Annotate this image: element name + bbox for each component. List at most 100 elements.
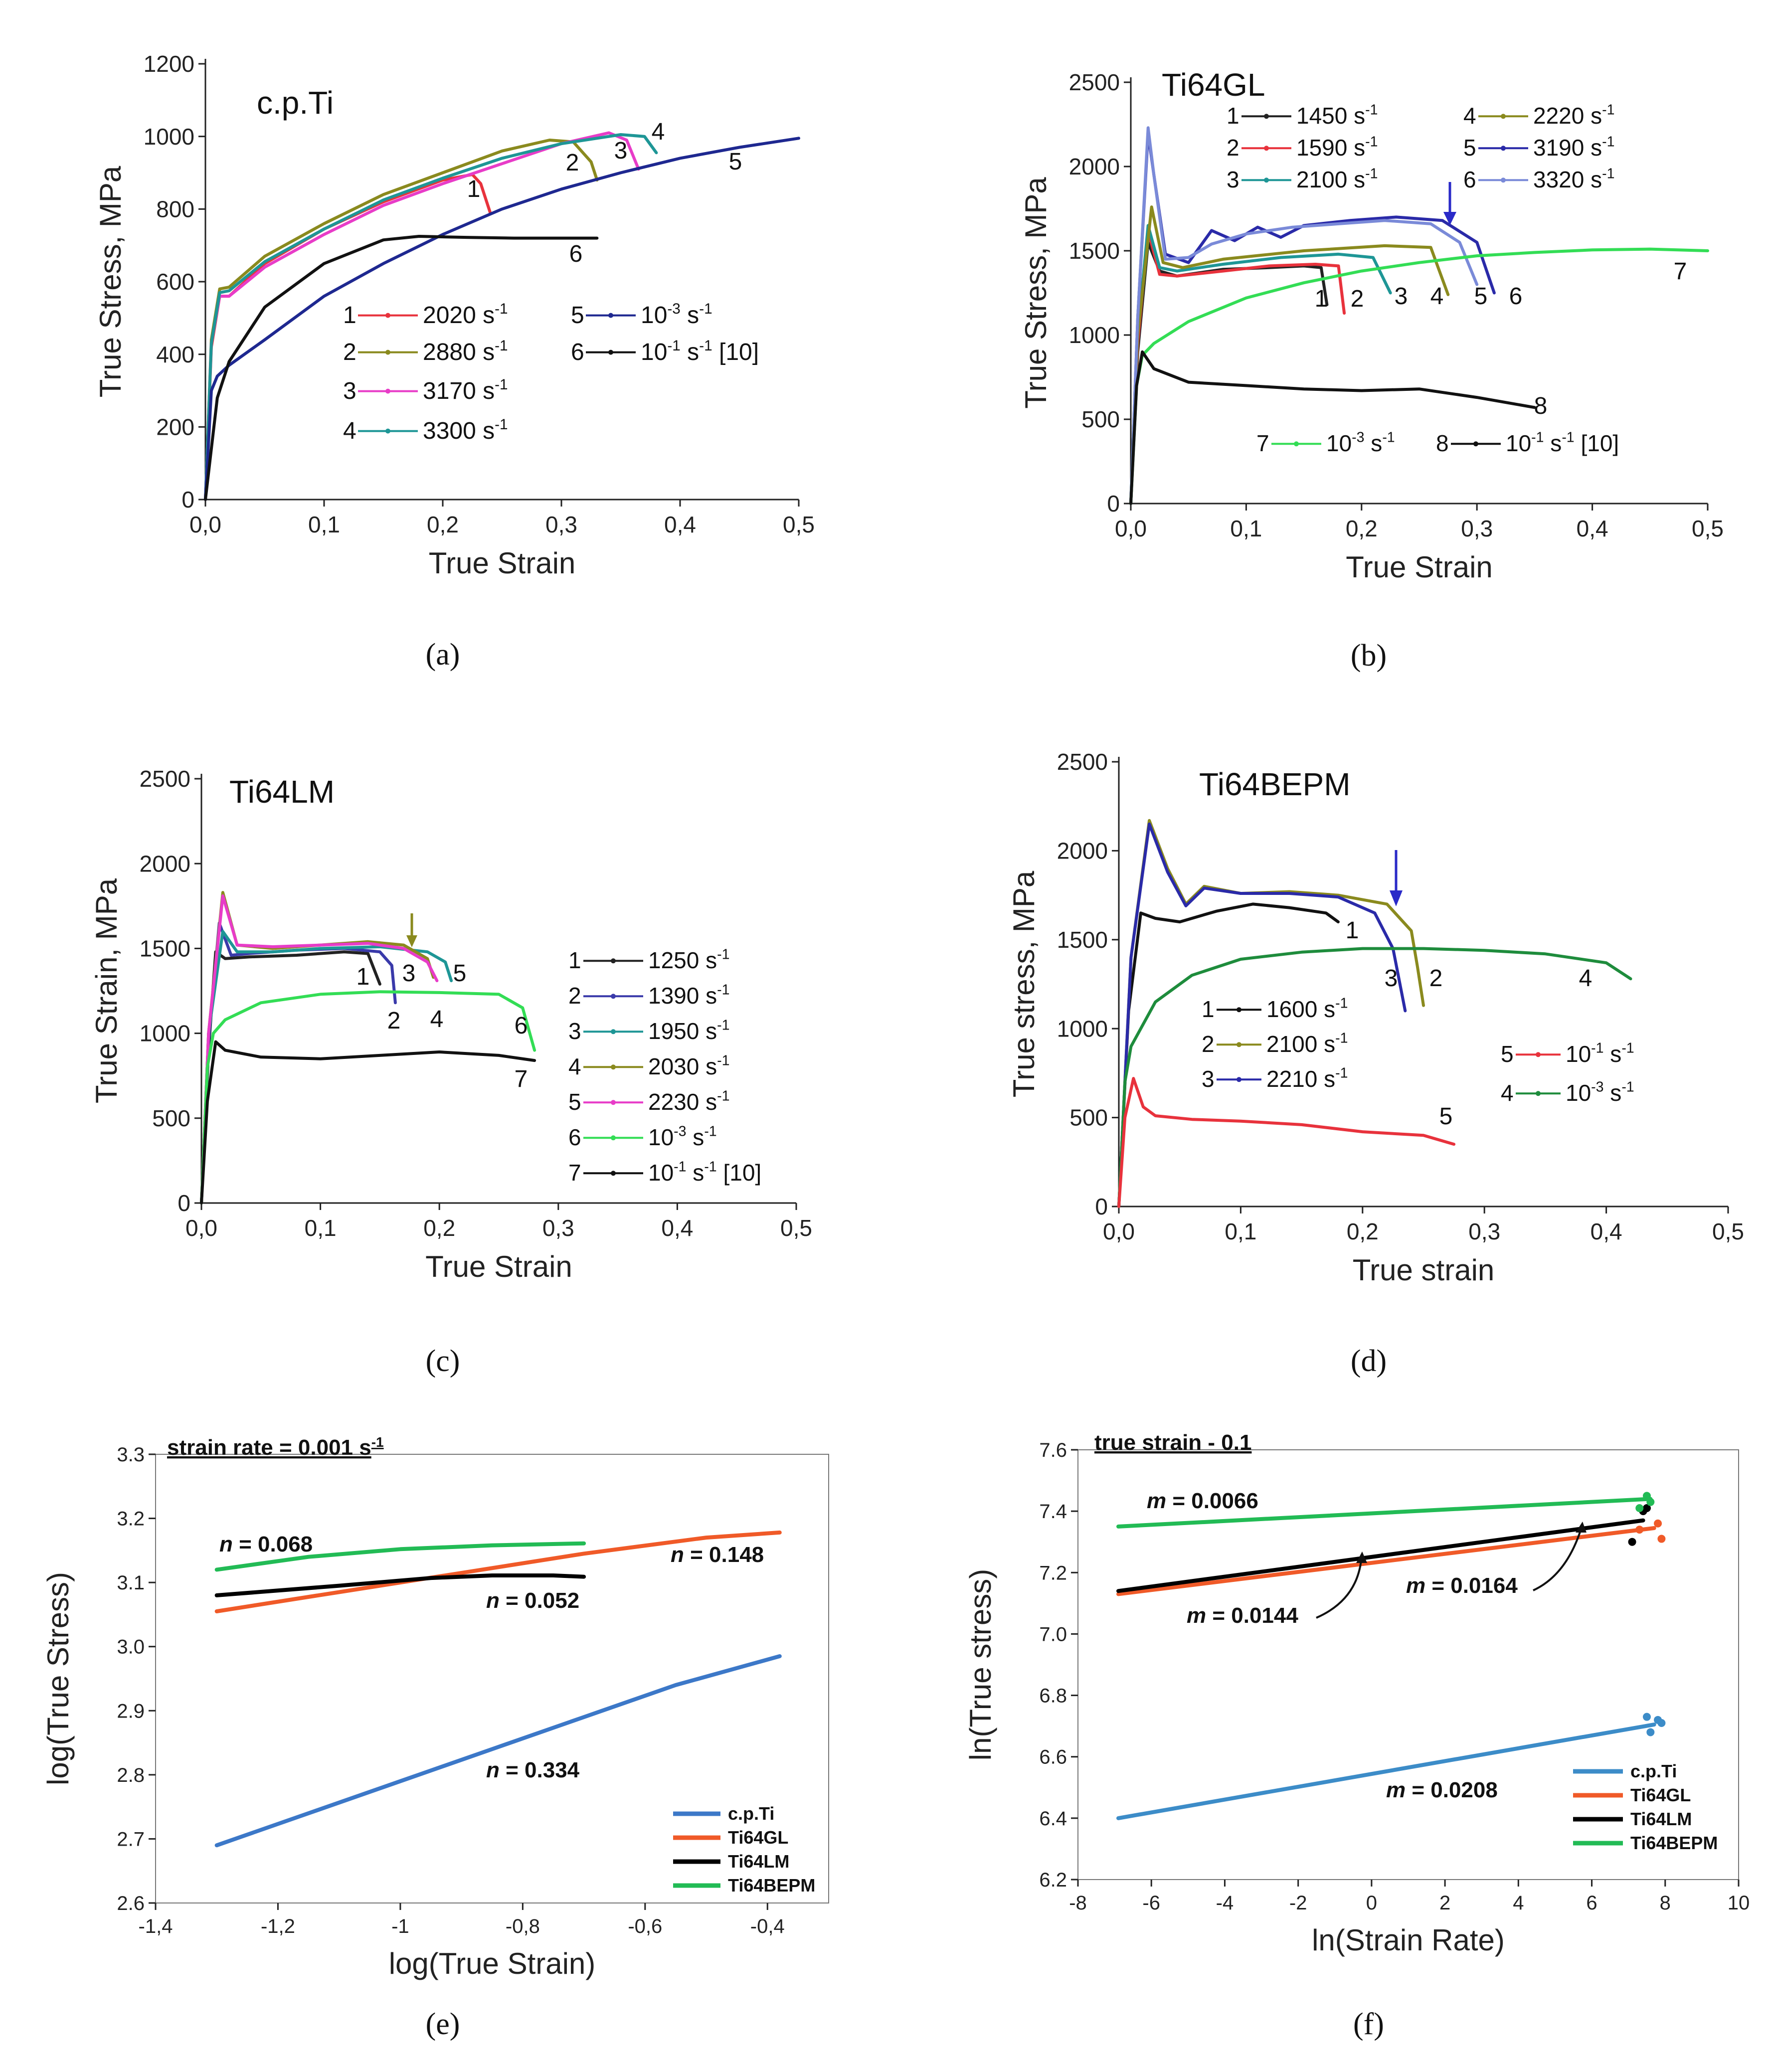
legend-marker <box>1536 1052 1541 1057</box>
legend-num: 8 <box>1436 430 1449 456</box>
legend-num: 4 <box>1463 103 1476 129</box>
series-line <box>200 930 453 1205</box>
curve-label: 2 <box>566 150 579 176</box>
data-point <box>1642 1492 1651 1500</box>
legend-marker <box>1237 1007 1241 1013</box>
series-line <box>204 133 658 501</box>
curve-label: 7 <box>515 1066 528 1092</box>
x-tick-label: -1,4 <box>139 1915 173 1937</box>
x-tick-label: -8 <box>1069 1892 1087 1914</box>
legend-num: 6 <box>568 1124 581 1150</box>
legend-label: Ti64LM <box>1630 1809 1692 1829</box>
data-point <box>1642 1504 1651 1512</box>
exponent-label: m = 0.0066 <box>1147 1489 1258 1513</box>
exponent-label: n = 0.068 <box>219 1532 313 1556</box>
x-tick-label: 0,1 <box>305 1215 337 1241</box>
x-tick-label: -0,4 <box>750 1915 785 1937</box>
legend-label: Ti64BEPM <box>1630 1833 1718 1853</box>
x-tick-label: 0,1 <box>308 512 340 537</box>
series-line <box>200 950 381 1205</box>
exponent-label: m = 0.0164 <box>1406 1573 1518 1598</box>
curve-label: 5 <box>1439 1103 1453 1130</box>
y-tick-label: 2500 <box>140 766 190 792</box>
legend-num: 5 <box>571 302 584 329</box>
curve-label: 4 <box>430 1006 444 1033</box>
legend-num: 1 <box>343 302 356 329</box>
x-axis-label: True strain <box>1353 1253 1495 1287</box>
annotation-arrow-head <box>1576 1522 1587 1533</box>
curve-label: 5 <box>729 149 742 175</box>
exponent-label: m = 0.0208 <box>1386 1778 1498 1802</box>
x-tick-label: 0,5 <box>783 512 815 537</box>
x-tick-label: 0,3 <box>545 512 577 537</box>
data-point <box>1642 1713 1651 1721</box>
x-tick-label: 10 <box>1728 1892 1750 1914</box>
curve-label: 3 <box>614 138 628 164</box>
legend-num: 2 <box>1202 1031 1215 1057</box>
x-tick-label: 0,4 <box>1591 1218 1622 1244</box>
x-tick-label: -6 <box>1142 1892 1160 1914</box>
legend-label: 2220 s-1 <box>1533 102 1614 129</box>
legend-num: 7 <box>568 1160 581 1186</box>
series-line <box>1116 1723 1656 1820</box>
curve-label: 4 <box>1430 283 1444 310</box>
legend-marker <box>1294 441 1299 447</box>
legend-label: 1250 s-1 <box>648 947 729 973</box>
curve-label: 2 <box>1351 286 1364 312</box>
legend-label: 2230 s-1 <box>648 1088 729 1115</box>
y-tick-label: 3.3 <box>117 1444 145 1466</box>
y-tick-label: 1000 <box>1069 322 1120 348</box>
legend-num: 3 <box>1202 1066 1215 1092</box>
legend-marker <box>1264 177 1269 183</box>
legend-num: 1 <box>1202 996 1215 1022</box>
panel-b: 0,0 0,1 0,2 0,3 0,4 0,5 0 500 1000 1500 2000 2500 Tr… <box>1019 67 1724 673</box>
data-point <box>1635 1526 1644 1534</box>
y-tick-label: 0 <box>1107 491 1120 517</box>
legend-label: 3300 s-1 <box>423 416 508 444</box>
y-tick-label: 6.2 <box>1039 1869 1067 1891</box>
x-axis-label: True Strain <box>425 1250 572 1283</box>
y-tick-label: 2000 <box>140 851 190 876</box>
annotation-arrow-head <box>1356 1552 1367 1563</box>
legend-marker <box>385 313 390 318</box>
x-tick-label: 2 <box>1439 1892 1450 1914</box>
legend-label: 2880 s-1 <box>423 338 508 365</box>
legend-num: 5 <box>1463 135 1476 161</box>
x-tick-label: 0,2 <box>427 512 459 537</box>
y-tick-label: 2.8 <box>117 1764 145 1786</box>
curve-label: 1 <box>356 964 370 990</box>
legend-label: 1450 s-1 <box>1296 102 1378 129</box>
legend-label: 3190 s-1 <box>1533 134 1614 161</box>
x-axis-label: True Strain <box>429 546 576 580</box>
exponent-label: n = 0.148 <box>671 1543 764 1567</box>
y-tick-label: 2.6 <box>117 1893 145 1914</box>
panel-title: c.p.Ti <box>257 85 334 121</box>
legend-num: 4 <box>343 418 356 444</box>
legend-num: 2 <box>343 339 356 365</box>
curve-label: 6 <box>569 241 583 267</box>
legend-num: 2 <box>568 983 581 1009</box>
data-point <box>1646 1498 1655 1506</box>
panel-f: -8 -6 -4 -2 0 2 4 6 8 10 6.2 6.4 6.6 6.8 7.0 7.2 7.4 7.6 l… <box>964 1430 1750 2041</box>
curve-label: 3 <box>1395 283 1408 310</box>
legend-marker <box>611 958 616 964</box>
plot-frame <box>155 1454 829 1903</box>
y-axis-label: True Stress, MPa <box>1019 177 1053 409</box>
legend-marker <box>611 1064 616 1070</box>
legend-num: 4 <box>1501 1080 1514 1106</box>
x-axis-label: log(True Strain) <box>389 1947 596 1980</box>
legend-label: 10-1 s-1 [10] <box>1506 430 1619 456</box>
legend-marker <box>608 349 613 355</box>
legend-marker <box>1237 1077 1241 1082</box>
panel-d: 0,0 0,1 0,2 0,3 0,4 0,5 0 500 1000 1500 2000 2500 Tr… <box>1007 749 1744 1378</box>
y-axis-label: ln(True stress) <box>964 1569 997 1761</box>
series-line <box>1129 126 1479 505</box>
curve-label: 2 <box>1429 965 1443 992</box>
x-tick-label: 0,4 <box>1577 516 1608 541</box>
y-tick-label: 1000 <box>140 1021 190 1046</box>
x-tick-label: 0,0 <box>185 1215 217 1241</box>
legend-marker <box>1264 146 1269 151</box>
legend-label: 2030 s-1 <box>648 1053 729 1079</box>
onset-arrow-head <box>1443 212 1456 225</box>
legend-marker <box>1264 114 1269 119</box>
